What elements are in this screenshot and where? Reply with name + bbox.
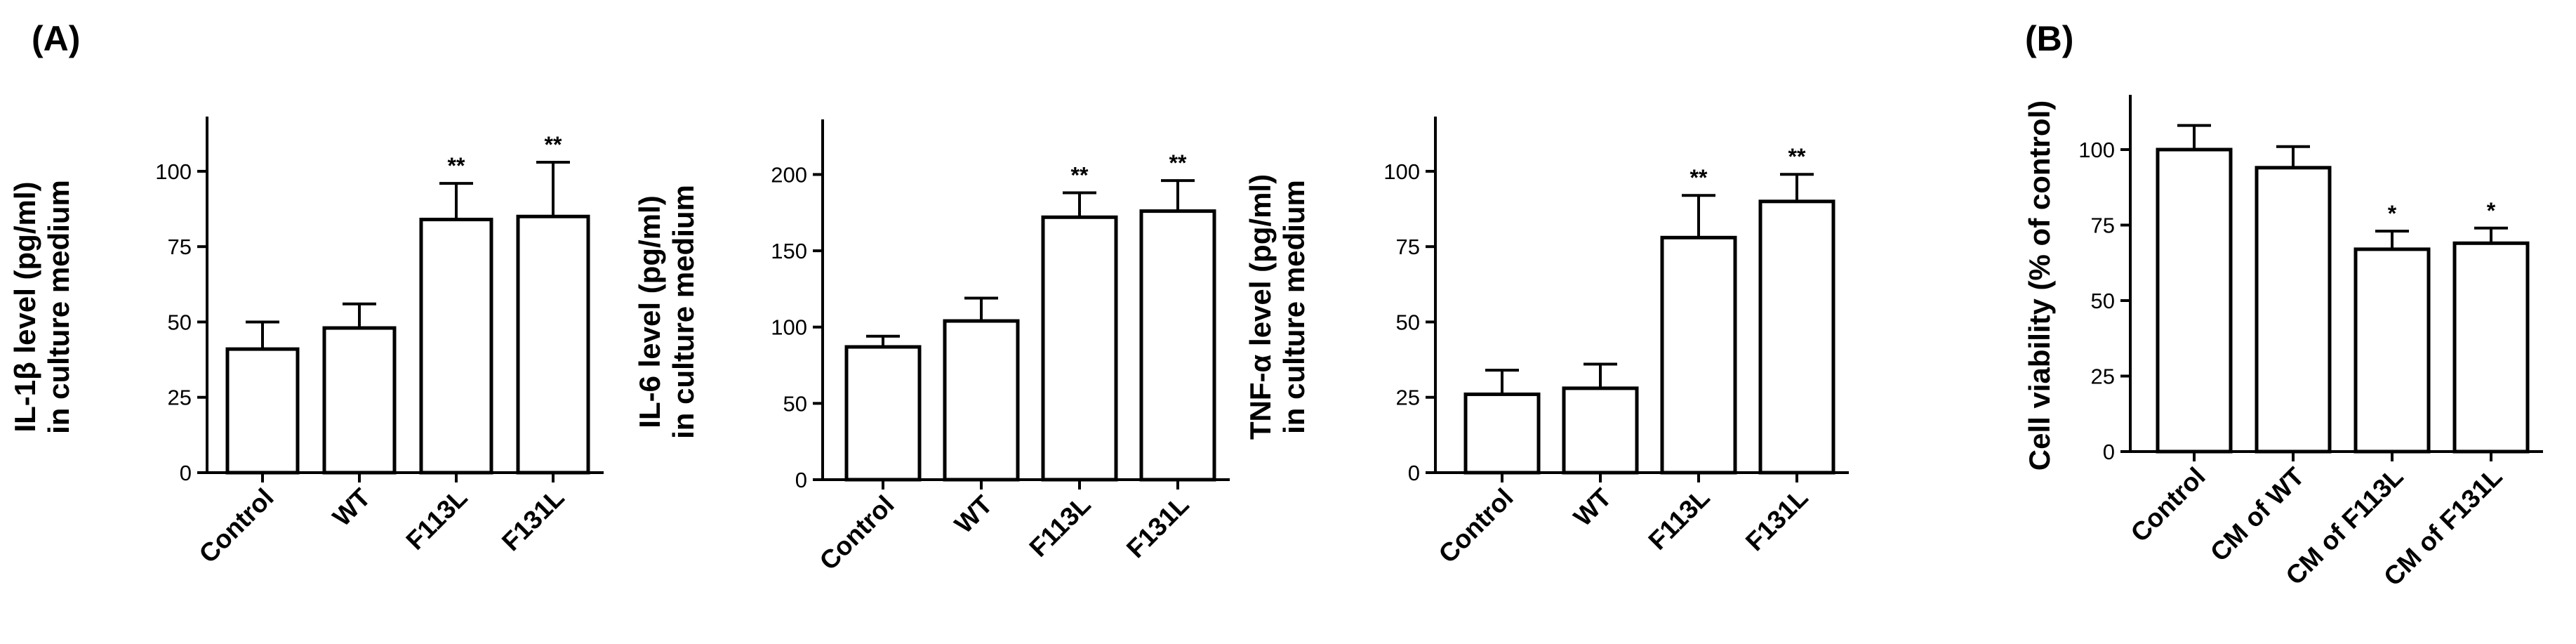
y-axis-title: IL-1β level (pg/ml) bbox=[8, 181, 41, 432]
bar bbox=[844, 345, 922, 482]
category-label: Control bbox=[814, 490, 900, 576]
bar bbox=[1041, 215, 1118, 482]
y-tick-label: 25 bbox=[168, 386, 192, 410]
category-label: Control bbox=[2125, 462, 2211, 548]
bar bbox=[516, 214, 590, 475]
y-tick-label: 0 bbox=[180, 461, 192, 485]
significance-mark: ** bbox=[1169, 150, 1187, 176]
y-tick-label: 50 bbox=[783, 391, 807, 416]
y-tick-label: 25 bbox=[2091, 364, 2115, 389]
bar bbox=[2255, 166, 2332, 454]
y-tick-label: 0 bbox=[1408, 461, 1420, 485]
category-label: WT bbox=[327, 482, 376, 532]
significance-mark: ** bbox=[448, 153, 465, 178]
y-tick-label: 0 bbox=[795, 468, 807, 492]
bar bbox=[2156, 147, 2233, 454]
y-tick-label: 75 bbox=[2091, 213, 2115, 238]
y-tick-label: 100 bbox=[771, 315, 807, 340]
significance-mark: ** bbox=[545, 132, 562, 157]
panel-label-a: (A) bbox=[32, 19, 80, 58]
y-tick-label: 75 bbox=[1396, 235, 1420, 259]
category-label: WT bbox=[1568, 482, 1617, 532]
y-axis-title: in culture medium bbox=[42, 180, 75, 434]
y-axis-title: in culture medium bbox=[667, 185, 700, 439]
y-tick-label: 100 bbox=[1383, 159, 1420, 184]
y-tick-label: 75 bbox=[168, 235, 192, 259]
y-axis-title: IL-6 level (pg/ml) bbox=[633, 195, 666, 428]
category-label: F113L bbox=[1023, 490, 1096, 563]
bar bbox=[1758, 199, 1835, 475]
bar bbox=[1463, 392, 1541, 475]
bar bbox=[322, 326, 397, 475]
category-label: F131L bbox=[1740, 483, 1814, 557]
significance-mark: ** bbox=[1788, 144, 1806, 169]
y-tick-label: 100 bbox=[155, 159, 192, 184]
category-label: Control bbox=[1433, 483, 1519, 569]
bar bbox=[1660, 235, 1737, 475]
bar bbox=[419, 218, 493, 475]
y-tick-label: 200 bbox=[771, 162, 807, 187]
y-tick-label: 50 bbox=[168, 310, 192, 334]
y-tick-label: 50 bbox=[1396, 310, 1420, 334]
y-tick-label: 0 bbox=[2103, 440, 2115, 464]
category-label: Control bbox=[194, 483, 279, 569]
bar bbox=[943, 319, 1020, 482]
panel-label-b: (B) bbox=[2025, 19, 2073, 58]
significance-mark: ** bbox=[1690, 165, 1708, 190]
y-tick-label: 100 bbox=[2078, 138, 2115, 162]
significance-mark: ** bbox=[1071, 163, 1089, 188]
category-label: WT bbox=[949, 489, 998, 539]
bar bbox=[225, 347, 300, 475]
bar bbox=[2452, 241, 2530, 454]
y-tick-label: 25 bbox=[1396, 386, 1420, 410]
y-axis-title: in culture medium bbox=[1277, 180, 1310, 434]
category-label: F131L bbox=[1121, 490, 1195, 564]
significance-mark: * bbox=[2388, 201, 2397, 226]
bar bbox=[1139, 209, 1216, 482]
category-label: F113L bbox=[1642, 483, 1715, 556]
y-axis-title: Cell viability (% of control) bbox=[2023, 100, 2056, 471]
y-tick-label: 50 bbox=[2091, 289, 2115, 313]
bar bbox=[1562, 386, 1639, 475]
category-label: CM of WT bbox=[2205, 461, 2310, 567]
category-label: F131L bbox=[496, 483, 570, 557]
significance-mark: * bbox=[2487, 198, 2496, 223]
category-label: F113L bbox=[400, 483, 472, 556]
y-axis-title: TNF-α level (pg/ml) bbox=[1244, 174, 1277, 440]
y-tick-label: 150 bbox=[771, 239, 807, 263]
bar bbox=[2353, 247, 2431, 454]
